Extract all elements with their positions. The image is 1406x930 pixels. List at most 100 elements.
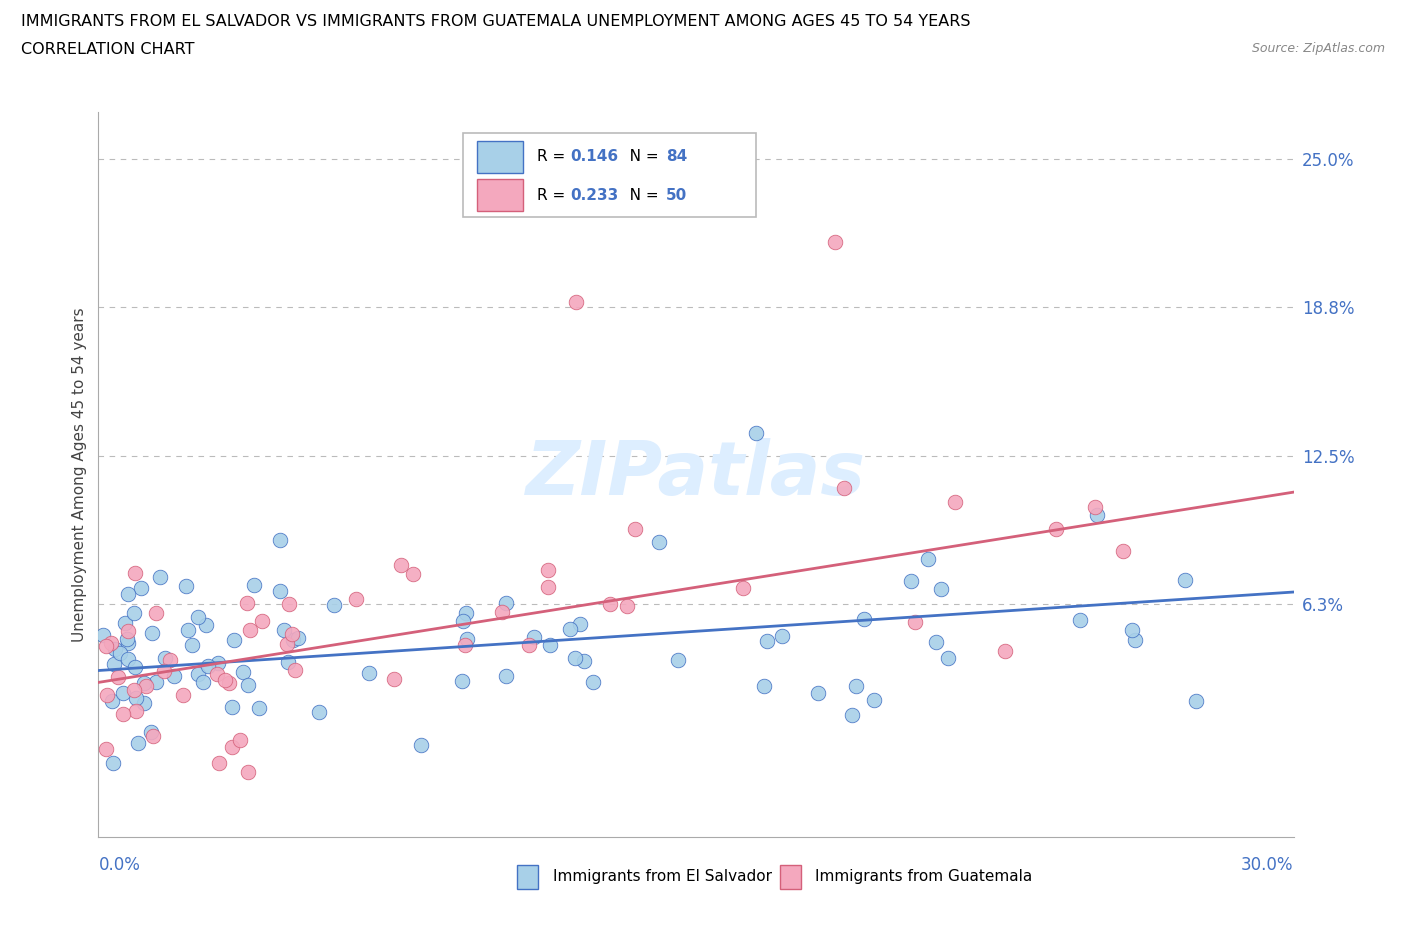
Point [770,629,793,644]
Point [117,587,139,602]
Point [239,622,262,637]
Point [834,481,856,496]
Text: Source: ZipAtlas.com: Source: ZipAtlas.com [1251,42,1385,55]
Point [205,667,228,682]
Point [647,535,669,550]
Point [409,737,432,752]
Point [1084,499,1107,514]
Point [465,176,488,191]
FancyBboxPatch shape [517,865,538,888]
Point [236,595,259,610]
Point [572,654,595,669]
Point [564,651,586,666]
Point [1069,613,1091,628]
Point [495,669,517,684]
Point [94,639,117,654]
Text: ZIPatlas: ZIPatlas [526,438,866,511]
Point [824,235,846,250]
Point [149,569,172,584]
Point [523,630,546,644]
Point [125,690,148,705]
Point [236,678,259,693]
FancyBboxPatch shape [779,865,801,888]
Point [127,736,149,751]
Point [180,637,202,652]
Point [101,755,124,770]
Point [517,637,540,652]
Point [187,610,209,625]
Point [900,573,922,588]
Point [163,669,186,684]
Point [807,685,830,700]
FancyBboxPatch shape [477,140,523,173]
Point [733,580,755,595]
Point [124,565,146,580]
Point [93,628,115,643]
Text: 0.233: 0.233 [571,188,619,203]
Text: N =: N = [614,149,664,165]
Point [558,621,581,636]
Point [904,615,927,630]
Point [752,678,775,693]
Text: R =: R = [537,149,571,165]
Text: Immigrants from Guatemala: Immigrants from Guatemala [815,870,1033,884]
Point [917,551,939,566]
Point [451,614,474,629]
Point [221,699,243,714]
Point [283,633,305,648]
Point [221,739,243,754]
Y-axis label: Unemployment Among Ages 45 to 54 years: Unemployment Among Ages 45 to 54 years [72,307,87,642]
Text: R =: R = [537,188,571,203]
Point [287,631,309,646]
Point [538,637,561,652]
Point [269,533,291,548]
Point [122,683,145,698]
Point [112,685,135,700]
Point [277,655,299,670]
Point [1121,623,1143,638]
Point [1184,693,1206,708]
Point [96,741,118,756]
Point [103,657,125,671]
Point [925,635,948,650]
Point [456,632,478,647]
Text: CORRELATION CHART: CORRELATION CHART [21,42,194,57]
Point [250,614,273,629]
Point [174,578,197,593]
Point [194,618,217,632]
Point [187,667,209,682]
Point [114,616,136,631]
Point [242,578,264,592]
Point [100,635,122,650]
Point [491,604,513,619]
Point [382,671,405,686]
Point [666,652,689,667]
Point [537,563,560,578]
Point [841,708,863,723]
Point [845,678,868,693]
Point [207,656,229,671]
Point [1045,522,1067,537]
Text: 50: 50 [666,188,688,203]
Point [1174,572,1197,587]
Point [943,495,966,510]
Text: N =: N = [614,188,664,203]
FancyBboxPatch shape [463,133,756,217]
Point [495,595,517,610]
Point [269,583,291,598]
Point [276,636,298,651]
Point [117,636,139,651]
Point [277,596,299,611]
Point [139,724,162,739]
Point [214,672,236,687]
Point [124,605,146,620]
Text: 0.146: 0.146 [571,149,619,165]
Point [323,597,346,612]
Point [454,637,477,652]
Point [273,622,295,637]
Point [117,623,139,638]
Point [153,650,176,665]
Point [125,703,148,718]
Point [117,652,139,667]
Point [231,665,253,680]
